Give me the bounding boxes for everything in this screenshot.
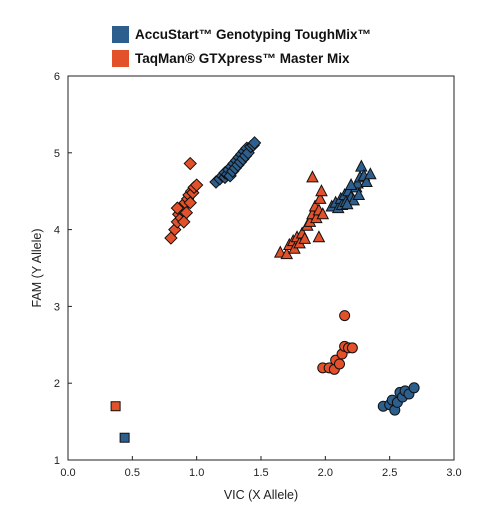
legend-label-taqman: TaqMan® GTXpress™ Master Mix	[135, 50, 350, 66]
x-tick-label: 2.5	[382, 467, 397, 479]
data-point-triangle	[312, 230, 326, 243]
y-axis-title: FAM (Y Allele)	[30, 229, 44, 308]
data-point-triangle	[306, 170, 319, 183]
legend: AccuStart™ Genotyping ToughMix™ TaqMan® …	[112, 22, 371, 70]
x-tick-label: 3.0	[446, 467, 461, 479]
data-points	[110, 136, 420, 443]
data-point-diamond	[189, 178, 204, 192]
data-point-square	[119, 432, 130, 443]
legend-swatch-accustart	[112, 25, 129, 43]
data-point-diamond	[177, 215, 191, 229]
x-tick-label: 2.0	[318, 467, 333, 479]
y-tick-label: 6	[54, 71, 60, 83]
data-point-diamond	[183, 196, 197, 210]
data-point-diamond	[170, 201, 185, 215]
x-axis-title: VIC (X Allele)	[224, 488, 298, 502]
x-axis-ticks: 0.0 0.5 1.0 1.5 2.0 2.5 3.0	[60, 456, 462, 479]
data-point-triangle	[355, 159, 368, 172]
data-point-circle	[408, 382, 420, 394]
data-point-triangle	[344, 177, 358, 191]
data-point-triangle	[298, 231, 312, 244]
data-point-circle	[346, 342, 358, 354]
data-point-triangle	[313, 191, 327, 204]
legend-item-accustart: AccuStart™ Genotyping ToughMix™	[112, 22, 371, 46]
y-tick-label: 1	[54, 455, 60, 467]
legend-label-accustart: AccuStart™ Genotyping ToughMix™	[135, 26, 371, 42]
data-point-triangle	[315, 184, 328, 197]
legend-swatch-taqman	[112, 49, 129, 67]
data-point-square	[110, 401, 121, 412]
y-tick-label: 4	[54, 225, 60, 237]
data-point-circle	[333, 358, 345, 370]
y-axis-ticks: 1 2 3 4 5 6	[54, 71, 72, 467]
y-tick-label: 5	[54, 148, 60, 160]
data-point-triangle	[360, 174, 373, 187]
x-tick-label: 0.0	[60, 467, 75, 479]
x-tick-label: 1.0	[189, 467, 204, 479]
data-point-triangle	[364, 167, 377, 180]
x-tick-label: 0.5	[125, 467, 140, 479]
y-tick-label: 2	[54, 378, 60, 390]
y-tick-label: 3	[54, 301, 60, 313]
x-tick-label: 1.5	[253, 467, 268, 479]
data-point-diamond	[183, 156, 197, 171]
data-point-circle	[339, 310, 351, 322]
data-point-triangle	[352, 187, 366, 201]
data-point-triangle	[340, 197, 354, 210]
data-point-triangle	[316, 207, 330, 220]
legend-item-taqman: TaqMan® GTXpress™ Master Mix	[112, 46, 371, 70]
data-point-diamond	[247, 136, 262, 150]
